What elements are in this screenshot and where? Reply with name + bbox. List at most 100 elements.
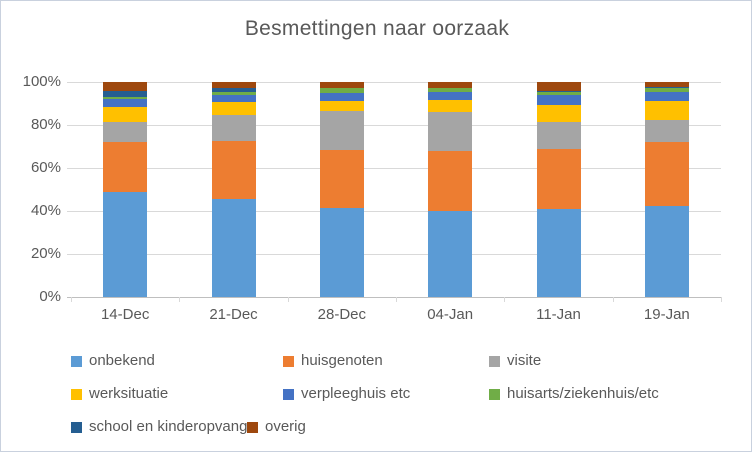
segment-huisarts-ziekenhuis-etc: [319, 88, 364, 93]
legend-label: verpleeghuis etc: [301, 385, 411, 402]
legend-label: visite: [507, 352, 542, 369]
segment-overig: [319, 82, 364, 89]
segment-verpleeghuis-etc: [644, 91, 689, 102]
segment-huisarts-ziekenhuis-etc: [103, 97, 148, 100]
segment-huisarts-ziekenhuis-etc: [211, 91, 256, 95]
legend-row: werksituatie verpleeghuis etc huisarts/zie…: [71, 386, 711, 403]
legend-swatch-werksituatie: [71, 388, 82, 400]
segment-werksituatie: [644, 101, 689, 120]
segment-huisgenoten: [103, 142, 148, 192]
bar-19-jan: [644, 82, 689, 297]
legend-label: school en kinderopvang: [89, 418, 248, 435]
segment-huisarts-ziekenhuis-etc: [536, 91, 581, 95]
legend-swatch-huisarts-ziekenhuis-etc: [489, 388, 500, 400]
segment-school-en-kinderopvang: [536, 90, 581, 92]
bar-28-dec: [319, 82, 364, 297]
x-axis-tick: [721, 297, 722, 302]
segment-huisarts-ziekenhuis-etc: [644, 88, 689, 92]
bar-04-jan: [428, 82, 473, 297]
x-axis-tick: [287, 297, 289, 302]
segment-onbekend: [428, 211, 473, 297]
legend-swatch-verpleeghuis-etc: [283, 388, 294, 400]
y-axis-label: 100%: [22, 73, 61, 90]
bar-21-dec: [211, 82, 256, 297]
x-axis-tick: [612, 297, 614, 302]
segment-overig: [536, 82, 581, 91]
legend-swatch-huisgenoten: [283, 355, 294, 367]
legend-label: overig: [265, 418, 306, 435]
legend-swatch-school-en-kinderopvang: [71, 421, 82, 433]
x-axis-label: 11-Jan: [536, 306, 581, 323]
gridline: [67, 168, 721, 169]
segment-huisarts-ziekenhuis-etc: [428, 88, 473, 92]
y-axis-label: 20%: [30, 245, 61, 262]
segment-school-en-kinderopvang: [211, 88, 256, 92]
legend-item-werksituatie: werksituatie: [71, 386, 168, 402]
y-axis-label: 40%: [30, 202, 61, 219]
segment-onbekend: [103, 191, 148, 297]
segment-overig: [428, 82, 473, 89]
x-axis-tick: [179, 297, 181, 302]
legend-label: huisarts/ziekenhuis/etc: [507, 385, 659, 402]
x-axis-tick: [504, 297, 506, 302]
segment-onbekend: [319, 207, 364, 297]
legend-label: onbekend: [89, 352, 155, 369]
x-axis-tick: [396, 297, 397, 302]
legend-row: school en kinderopvang overig: [71, 419, 711, 436]
legend-label: werksituatie: [89, 385, 169, 402]
y-axis-label: 80%: [30, 116, 61, 133]
segment-verpleeghuis-etc: [319, 92, 364, 102]
segment-overig: [211, 82, 256, 89]
y-axis-label: 60%: [30, 159, 61, 176]
segment-visite: [319, 111, 364, 150]
x-axis-label: 19-Jan: [643, 306, 690, 323]
segment-onbekend: [644, 205, 689, 297]
segment-verpleeghuis-etc: [211, 94, 256, 103]
segment-school-en-kinderopvang: [644, 87, 689, 89]
x-axis-label: 21-Dec: [209, 306, 258, 323]
segment-werksituatie: [211, 102, 256, 116]
segment-werksituatie: [319, 101, 364, 112]
segment-visite: [428, 112, 473, 151]
legend-item-visite: visite: [489, 353, 541, 369]
segment-visite: [211, 115, 256, 142]
segment-huisgenoten: [644, 142, 689, 206]
x-axis-label: 14-Dec: [100, 306, 150, 323]
segment-overig: [103, 82, 148, 91]
segment-onbekend: [211, 199, 256, 297]
gridline: [67, 82, 721, 83]
legend-item-onbekend: onbekend: [71, 353, 155, 369]
segment-werksituatie: [103, 106, 148, 122]
legend-row: onbekend huisgenoten visite: [71, 353, 711, 370]
legend-swatch-visite: [489, 355, 500, 367]
legend-item-overig: overig: [247, 419, 306, 435]
chart-title: Besmettingen naar oorzaak: [244, 17, 510, 40]
gridline: [67, 211, 721, 212]
x-axis-label: 04-Jan: [427, 306, 474, 323]
x-axis-label: 28-Dec: [317, 306, 366, 323]
x-axis-tick: [71, 297, 72, 302]
gridline: [67, 125, 721, 126]
segment-visite: [536, 121, 581, 149]
bar-14-dec: [103, 82, 148, 297]
segment-verpleeghuis-etc: [536, 94, 581, 105]
segment-huisgenoten: [211, 141, 256, 200]
gridline: [67, 254, 721, 255]
segment-visite: [103, 121, 148, 143]
segment-verpleeghuis-etc: [103, 99, 148, 107]
legend-swatch-onbekend: [71, 355, 82, 367]
bar-11-jan: [536, 82, 581, 297]
segment-visite: [644, 119, 689, 143]
legend-item-school-en-kinderopvang: school en kinderopvang: [71, 419, 247, 435]
segment-werksituatie: [536, 104, 581, 122]
segment-huisgenoten: [536, 148, 581, 209]
legend-label: huisgenoten: [301, 352, 383, 369]
x-axis-line: [67, 297, 721, 298]
segment-onbekend: [536, 208, 581, 297]
segment-verpleeghuis-etc: [428, 91, 473, 101]
segment-huisgenoten: [428, 150, 473, 211]
y-axis-label: 0%: [39, 288, 61, 305]
segment-werksituatie: [428, 100, 473, 113]
segment-school-en-kinderopvang: [103, 90, 148, 98]
